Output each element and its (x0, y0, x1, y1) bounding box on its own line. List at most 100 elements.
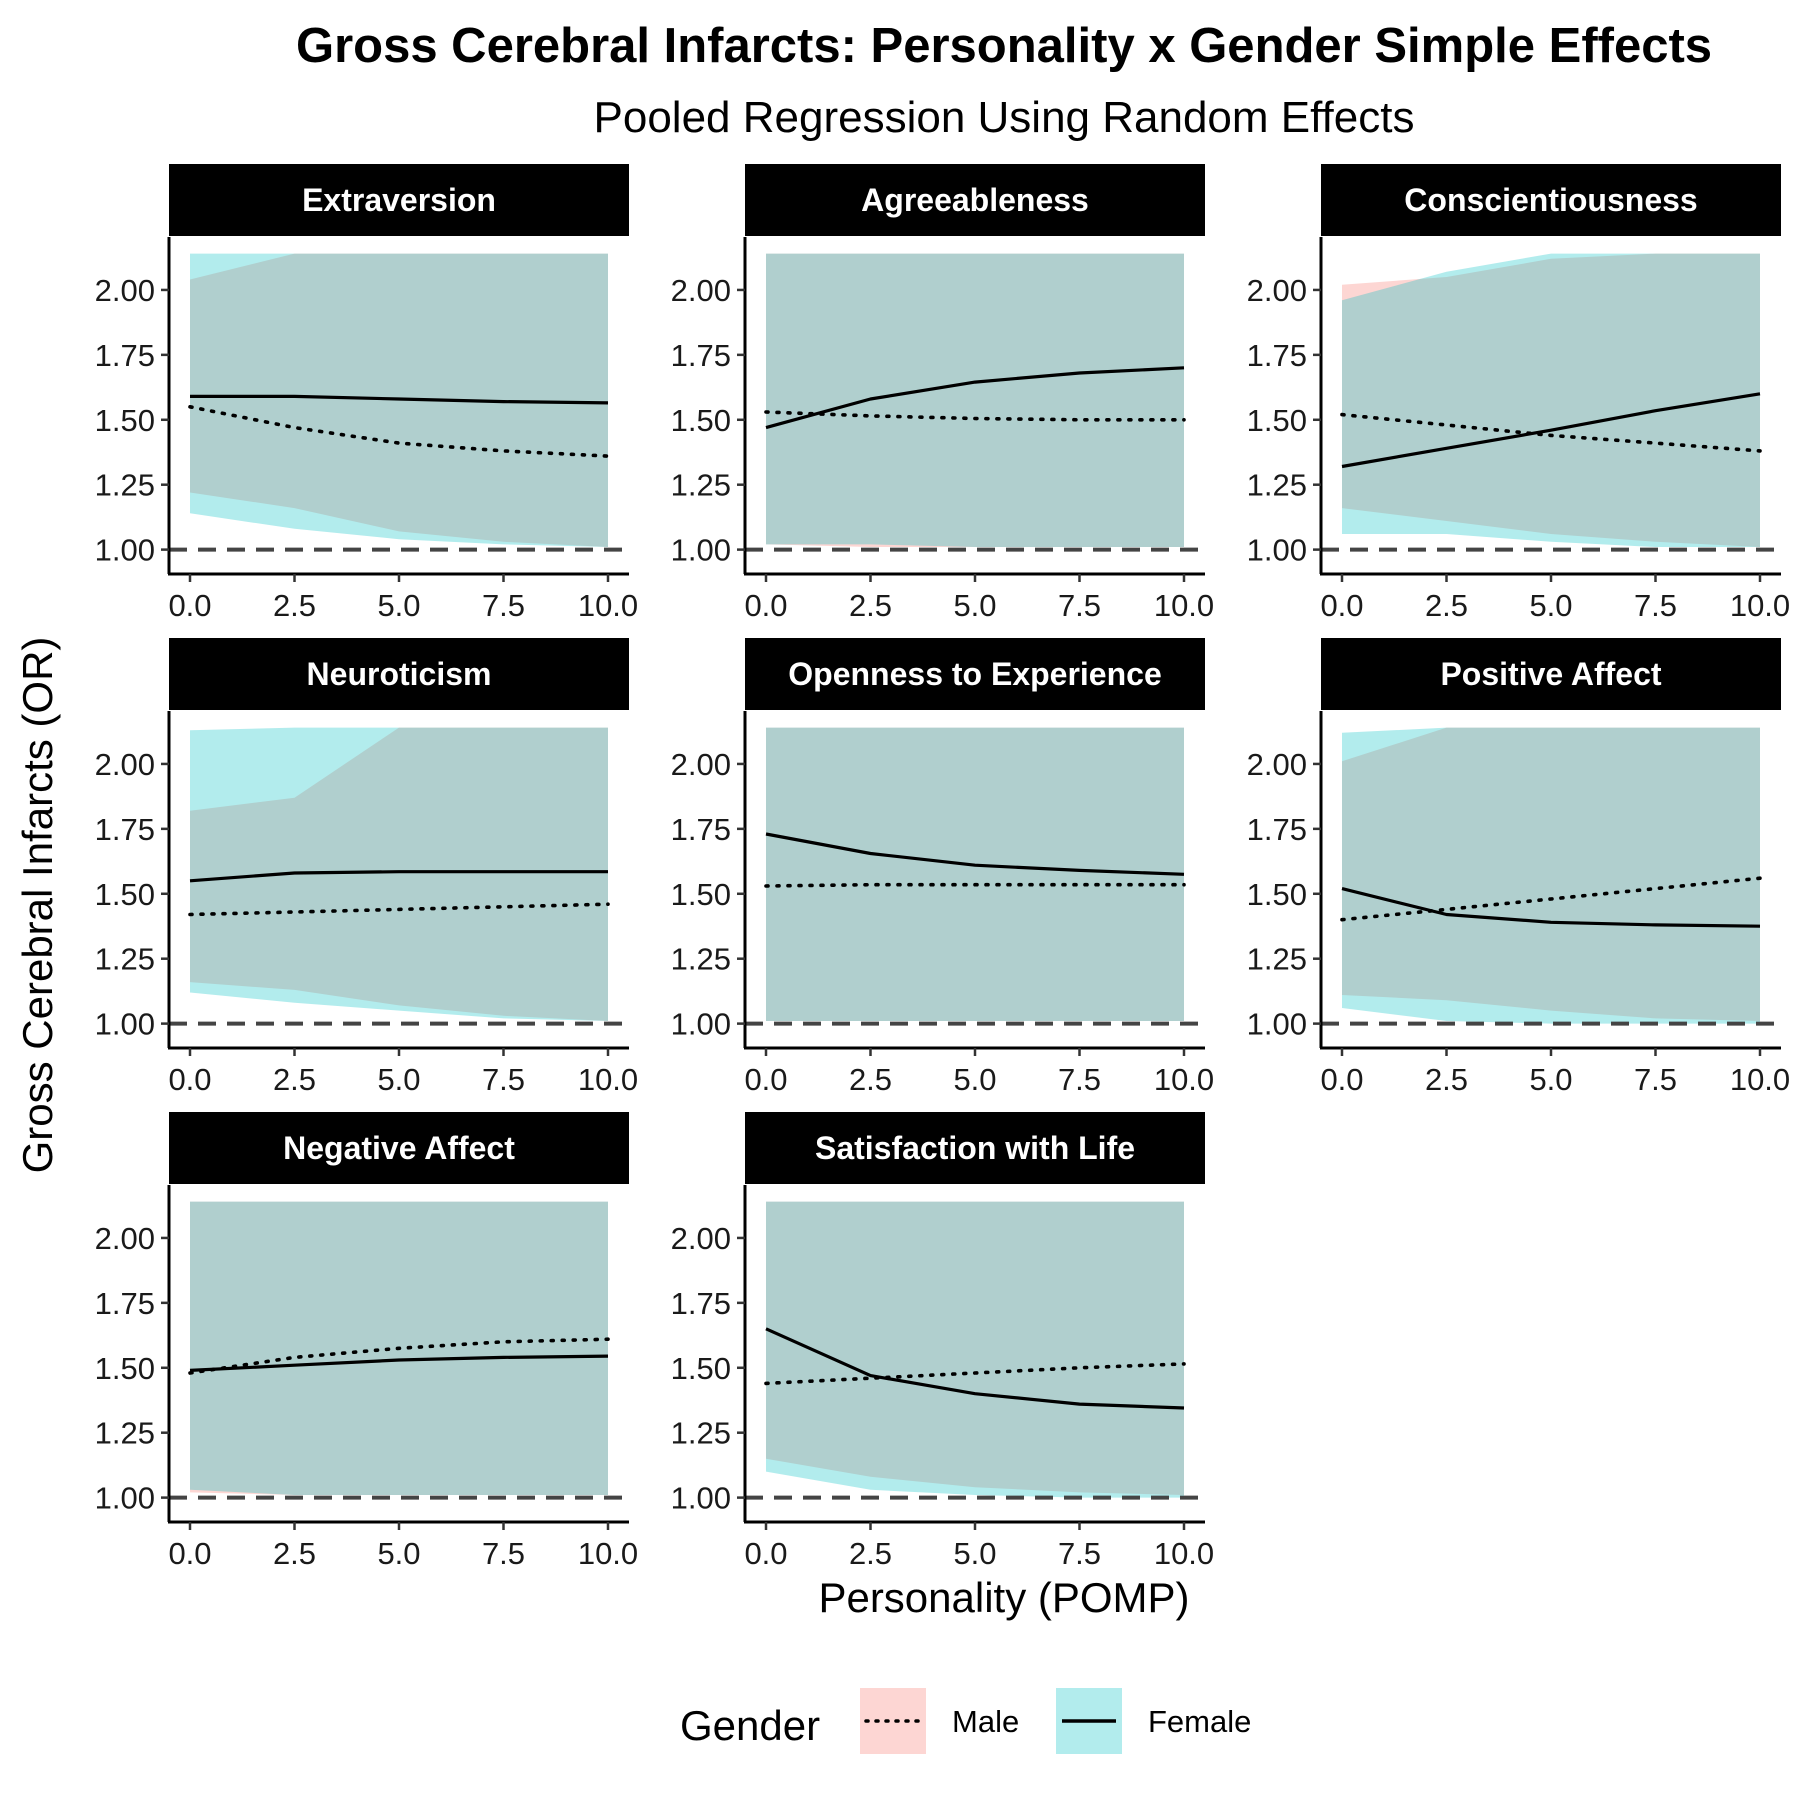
x-tick-label: 7.5 (1058, 1062, 1101, 1097)
x-tick-label: 0.0 (1320, 588, 1363, 623)
series-line-male (764, 410, 1186, 422)
x-tick-label: 7.5 (482, 588, 525, 623)
panel-openness-to-experience: Openness to Experience 1.00 1.25 1.50 1.75 2.… (671, 638, 1214, 1097)
x-tick-label: 5.0 (377, 1062, 420, 1097)
y-tick-label: 2.00 (671, 1221, 731, 1256)
y-tick-label: 1.50 (95, 1351, 155, 1386)
series-line-female (1341, 392, 1761, 469)
ci-ribbon-male (1342, 253, 1760, 547)
ci-ribbon-female (766, 727, 1184, 1021)
x-tick-label: 2.5 (849, 1536, 892, 1571)
x-tick-label: 5.0 (953, 588, 996, 623)
y-tick-label: 1.00 (671, 533, 731, 568)
y-tick-label: 2.00 (95, 1221, 155, 1256)
y-tick-label: 1.25 (671, 942, 731, 977)
y-tick-label: 2.00 (95, 273, 155, 308)
y-tick-label: 1.75 (1247, 338, 1307, 373)
series-line-male (188, 902, 610, 917)
facet-strip (169, 164, 629, 236)
series-line-male (1340, 876, 1762, 922)
ci-ribbon-male (1342, 727, 1760, 1021)
series-line-male (1340, 412, 1762, 453)
legend: Gender Male Female (680, 1688, 1251, 1754)
x-tick-label: 5.0 (1529, 588, 1572, 623)
y-tick-label: 1.00 (95, 533, 155, 568)
panel-conscientiousness: Conscientiousness 1.00 1.25 1.50 1.75 2.00 0.0… (1247, 164, 1790, 623)
y-tick-label: 1.75 (671, 338, 731, 373)
x-tick-label: 2.5 (1425, 588, 1468, 623)
y-tick-label: 1.00 (1247, 1007, 1307, 1042)
y-tick-label: 1.50 (1247, 403, 1307, 438)
x-tick-label: 10.0 (578, 1062, 638, 1097)
x-tick-label: 0.0 (168, 588, 211, 623)
y-tick-label: 1.00 (95, 1007, 155, 1042)
x-tick-label: 2.5 (849, 1062, 892, 1097)
panel-extraversion: Extraversion 1.00 1.25 1.50 1.75 2.00 0.0 2.5 5.… (95, 164, 638, 623)
facet-strip (169, 1112, 629, 1184)
y-tick-label: 1.75 (671, 1286, 731, 1321)
series-line-female (1341, 887, 1761, 928)
x-tick-label: 2.5 (273, 588, 316, 623)
y-tick-label: 1.50 (671, 1351, 731, 1386)
facet-label: Extraversion (302, 182, 496, 218)
x-tick-label: 7.5 (1634, 588, 1677, 623)
x-tick-label: 0.0 (744, 588, 787, 623)
facet-strip (745, 638, 1205, 710)
ci-ribbon-female (1342, 253, 1760, 547)
y-tick-label: 2.00 (95, 747, 155, 782)
x-tick-label: 7.5 (482, 1062, 525, 1097)
x-tick-label: 5.0 (377, 588, 420, 623)
facet-label: Agreeableness (861, 182, 1089, 218)
ci-ribbon-female (1342, 727, 1760, 1024)
y-tick-label: 1.50 (95, 877, 155, 912)
y-tick-label: 2.00 (1247, 747, 1307, 782)
chart-subtitle: Pooled Regression Using Random Effects (594, 93, 1415, 142)
facet-strip (745, 164, 1205, 236)
x-tick-label: 0.0 (168, 1536, 211, 1571)
series-line-female (765, 832, 1185, 876)
facet-label: Positive Affect (1440, 656, 1661, 692)
panel-neuroticism: Neuroticism 1.00 1.25 1.50 1.75 2.00 0.0 2.5 5.0… (95, 638, 638, 1097)
y-tick-label: 1.00 (671, 1481, 731, 1516)
x-tick-label: 2.5 (849, 588, 892, 623)
y-axis-title: Gross Cerebral Infarcts (OR) (14, 637, 61, 1174)
series-line-female (765, 1327, 1185, 1410)
x-tick-label: 0.0 (1320, 1062, 1363, 1097)
ci-ribbon-female (766, 253, 1184, 547)
x-tick-label: 10.0 (578, 588, 638, 623)
ci-ribbon-male (190, 727, 608, 1021)
facet-label: Neuroticism (307, 656, 492, 692)
y-tick-label: 1.25 (95, 1416, 155, 1451)
y-tick-label: 1.50 (95, 403, 155, 438)
series-line-female (189, 870, 608, 883)
facet-label: Negative Affect (283, 1130, 515, 1166)
x-tick-label: 10.0 (1154, 588, 1214, 623)
x-tick-label: 2.5 (273, 1536, 316, 1571)
series-line-male (188, 1337, 610, 1375)
facet-strip (1321, 638, 1781, 710)
x-tick-label: 5.0 (377, 1536, 420, 1571)
ci-ribbon-male (766, 727, 1184, 1021)
x-tick-label: 10.0 (578, 1536, 638, 1571)
y-tick-label: 1.25 (95, 942, 155, 977)
x-tick-label: 7.5 (1058, 588, 1101, 623)
y-tick-label: 1.25 (671, 1416, 731, 1451)
x-tick-label: 0.0 (744, 1536, 787, 1571)
facet-label: Openness to Experience (788, 656, 1161, 692)
y-tick-label: 1.50 (671, 877, 731, 912)
x-tick-label: 7.5 (482, 1536, 525, 1571)
facet-panels: Extraversion 1.00 1.25 1.50 1.75 2.00 0.0 2.5 5.… (95, 164, 1790, 1571)
series-line-male (764, 1362, 1186, 1386)
y-tick-label: 1.75 (1247, 812, 1307, 847)
panel-positive-affect: Positive Affect 1.00 1.25 1.50 1.75 2.00 0.0 2.… (1247, 638, 1790, 1097)
panel-agreeableness: Agreeableness 1.00 1.25 1.50 1.75 2.00 0.0 2.5 5… (671, 164, 1214, 623)
x-tick-label: 2.5 (1425, 1062, 1468, 1097)
y-tick-label: 1.75 (95, 812, 155, 847)
panel-satisfaction-with-life: Satisfaction with Life 1.00 1.25 1.50 1.75 2.… (671, 1112, 1214, 1571)
facet-strip (1321, 164, 1781, 236)
ci-ribbon-female (766, 1201, 1184, 1498)
y-tick-label: 1.00 (95, 1481, 155, 1516)
legend-label-female: Female (1148, 1704, 1251, 1739)
x-tick-label: 2.5 (273, 1062, 316, 1097)
